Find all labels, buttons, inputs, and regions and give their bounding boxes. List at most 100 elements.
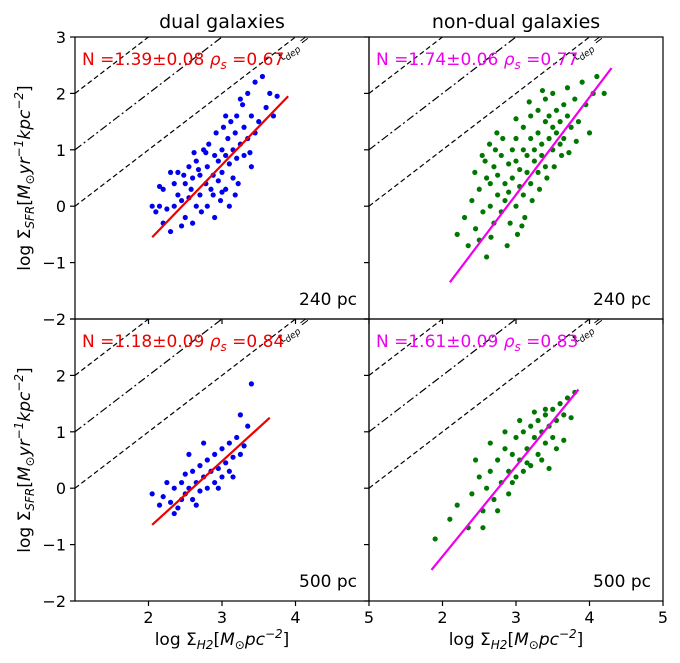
data-point: [550, 90, 556, 96]
axes-frame: [368, 318, 664, 602]
data-point: [535, 107, 541, 113]
data-point: [509, 147, 515, 153]
y-tick-label: 2: [56, 84, 66, 103]
data-point: [247, 150, 253, 156]
data-point: [204, 164, 210, 170]
data-point: [219, 189, 225, 195]
data-point: [542, 406, 549, 412]
y-tick-label: 1: [56, 423, 66, 442]
x-tick-label: 4: [290, 608, 300, 627]
data-point: [579, 79, 585, 85]
data-point: [568, 415, 574, 421]
x-tick-label: 2: [437, 608, 447, 627]
data-point: [513, 434, 519, 441]
data-point: [553, 130, 560, 136]
data-point: [542, 119, 549, 125]
data-point: [484, 175, 490, 181]
data-point: [182, 214, 188, 221]
data-point: [472, 226, 479, 232]
fit-line: [151, 416, 271, 526]
data-point: [528, 423, 534, 429]
data-point: [502, 446, 508, 452]
data-point: [536, 186, 543, 192]
depletion-line-label: tdep = 1 Gyr: [279, 0, 347, 7]
scale-label: 500 pc: [593, 572, 651, 592]
data-point: [182, 471, 188, 477]
data-point: [190, 220, 196, 226]
data-point: [572, 96, 578, 102]
fit-line: [430, 388, 580, 571]
data-point: [524, 152, 530, 159]
data-point: [245, 423, 251, 429]
data-point: [175, 169, 181, 175]
data-point: [219, 147, 225, 153]
data-point: [171, 181, 177, 187]
data-point: [504, 243, 510, 249]
y-tick-label: −1: [42, 254, 66, 273]
data-point: [153, 209, 159, 215]
data-point: [539, 141, 545, 147]
data-point: [520, 124, 526, 130]
data-point: [234, 434, 240, 441]
data-point: [472, 169, 478, 175]
data-point: [564, 85, 571, 91]
data-point: [561, 412, 567, 418]
data-point: [220, 124, 227, 130]
data-point: [239, 102, 246, 108]
data-point: [486, 141, 493, 147]
data-point: [223, 152, 229, 159]
fit-line: [448, 67, 613, 284]
data-point: [223, 186, 229, 192]
data-point: [551, 164, 557, 170]
data-point: [171, 485, 177, 491]
data-point: [507, 220, 513, 226]
data-point: [484, 485, 490, 491]
data-point: [454, 502, 460, 508]
data-point: [539, 152, 545, 159]
data-point: [256, 119, 262, 125]
data-point: [513, 203, 519, 209]
data-point: [502, 197, 508, 204]
data-point: [529, 197, 535, 204]
data-point: [513, 158, 519, 164]
data-point: [488, 234, 494, 240]
data-point: [487, 440, 493, 446]
data-point: [528, 463, 534, 469]
data-point: [557, 141, 563, 147]
data-point: [252, 79, 258, 85]
data-point: [259, 73, 266, 80]
x-tick-label: 5: [658, 608, 668, 627]
data-point: [204, 485, 210, 491]
data-point: [517, 166, 523, 173]
x-tick-label: 3: [217, 608, 227, 627]
data-point: [495, 508, 501, 514]
data-point: [248, 113, 254, 119]
data-point: [230, 175, 236, 181]
data-point: [204, 457, 210, 463]
data-point: [482, 158, 488, 164]
data-point: [546, 113, 552, 119]
data-point: [472, 457, 479, 463]
data-point: [564, 113, 571, 119]
data-point: [215, 485, 221, 491]
data-point: [267, 90, 273, 96]
x-tick-label: 2: [143, 608, 153, 627]
data-point: [558, 152, 565, 159]
fit-annotation: N =1.74±0.06 ρs =0.77: [376, 50, 578, 72]
data-point: [557, 119, 563, 125]
data-point: [198, 209, 205, 215]
data-point: [213, 130, 219, 136]
data-point: [500, 135, 506, 142]
data-point: [522, 214, 528, 221]
data-point: [568, 124, 574, 130]
data-point: [201, 440, 207, 446]
data-point: [509, 451, 515, 457]
data-point: [219, 446, 225, 452]
data-point: [226, 468, 232, 474]
data-point: [535, 417, 541, 424]
data-point: [164, 206, 170, 212]
data-point: [182, 181, 188, 187]
data-point: [469, 491, 475, 497]
